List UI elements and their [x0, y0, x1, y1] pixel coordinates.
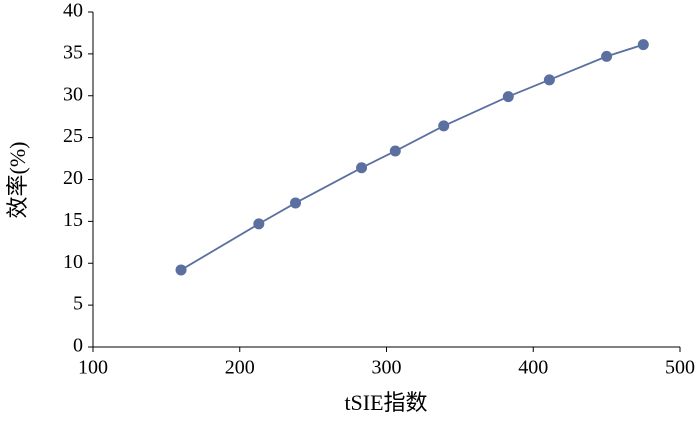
x-tick-label: 400 — [518, 357, 548, 379]
y-tick-label: 20 — [63, 167, 83, 189]
y-tick-label: 0 — [73, 335, 83, 357]
x-axis-label: tSIE指数 — [344, 390, 427, 415]
x-tick-label: 200 — [225, 357, 255, 379]
data-point — [502, 91, 514, 103]
y-axis-label: 效率(%) — [5, 142, 30, 219]
x-tick-label: 100 — [78, 357, 108, 379]
data-point — [438, 120, 450, 132]
y-tick-label: 5 — [73, 293, 83, 315]
data-point — [290, 197, 302, 209]
data-point — [175, 264, 187, 276]
x-tick-label: 500 — [665, 357, 695, 379]
data-point — [543, 74, 555, 86]
data-point — [356, 162, 368, 174]
y-tick-label: 30 — [63, 83, 83, 105]
y-tick-label: 40 — [63, 0, 83, 22]
y-tick-label: 10 — [63, 251, 83, 273]
data-line — [180, 43, 644, 271]
data-point — [637, 39, 649, 51]
data-point — [389, 145, 401, 157]
x-tick-label: 300 — [372, 357, 402, 379]
y-tick-label: 15 — [63, 209, 83, 231]
y-tick-label: 25 — [63, 125, 83, 147]
data-point — [601, 50, 613, 62]
y-tick-label: 35 — [63, 41, 83, 63]
data-point — [253, 218, 265, 230]
